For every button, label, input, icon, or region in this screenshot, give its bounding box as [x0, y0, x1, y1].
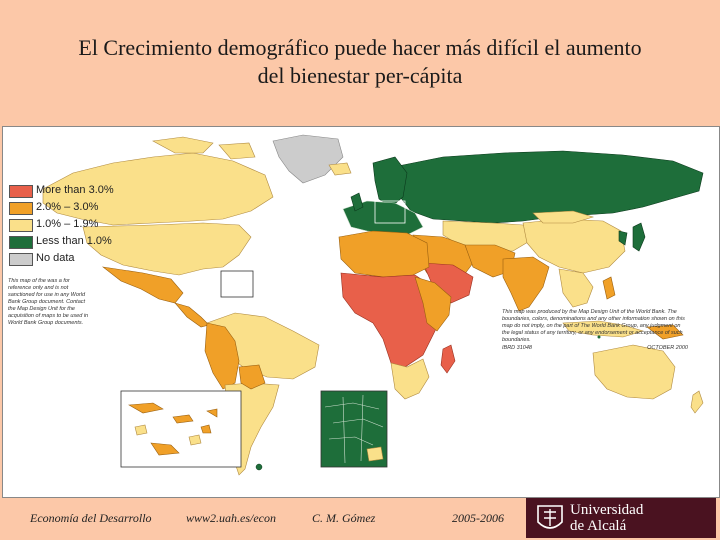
western-europe [342, 200, 424, 236]
scandinavia [372, 156, 408, 208]
madagascar [440, 344, 456, 374]
papua [646, 324, 684, 340]
central-america [174, 302, 210, 328]
legend-item: 1.0% – 1.9% [9, 217, 139, 234]
falklands [255, 463, 263, 471]
footer-years: 2005-2006 [452, 511, 504, 525]
legend-label: 1.0% – 1.9% [36, 218, 99, 230]
new-zealand [690, 390, 704, 414]
greenland [272, 134, 344, 184]
legend-swatch [9, 219, 33, 232]
pacific-island [597, 335, 601, 339]
footer-url[interactable]: www2.uah.es/econ [186, 511, 276, 525]
paraguay-bolivia [238, 364, 266, 390]
legend-swatch [9, 253, 33, 266]
university-crest-icon [537, 505, 563, 529]
map-disclaimer-left: This map of the was a for reference only… [8, 278, 89, 326]
china [522, 218, 626, 274]
mongolia [532, 210, 595, 224]
indonesia [562, 320, 645, 338]
map-disclaimer-right: This map was produced by the Map Design … [502, 309, 685, 343]
korea [618, 230, 628, 246]
southern-africa [390, 358, 430, 400]
title-line-2: del bienestar per-cápita [257, 63, 463, 88]
north-africa [338, 230, 430, 278]
map-code: IBRD 31048 [502, 345, 532, 351]
caribbean-islands [128, 402, 218, 456]
canada [42, 152, 274, 226]
legend-label: Less than 1.0% [36, 235, 112, 247]
russia [392, 150, 704, 224]
legend-label: No data [36, 252, 75, 264]
australia [592, 344, 676, 400]
east-africa [414, 276, 452, 332]
map-date: OCTOBER 2000 [647, 345, 688, 351]
world-map-svg [42, 134, 704, 476]
legend-swatch [9, 236, 33, 249]
europe-inset-marker [374, 200, 406, 224]
japan [632, 222, 646, 252]
arctic-islands [152, 136, 256, 160]
logo-line-2: de Alcalá [570, 518, 627, 534]
university-name: Universidad de Alcalá [570, 502, 643, 534]
slide-title: El Crecimiento demográfico puede hacer m… [20, 34, 700, 90]
map-legend: More than 3.0% 2.0% – 3.0% 1.0% – 1.9% L… [9, 183, 139, 268]
andean-countries [204, 322, 240, 390]
india [502, 256, 550, 312]
uk [350, 192, 364, 212]
central-asia [442, 220, 534, 252]
legend-label: 2.0% – 3.0% [36, 201, 99, 213]
sub-saharan-africa [340, 272, 444, 368]
europe-inset-yellow [366, 446, 384, 462]
title-line-1: El Crecimiento demográfico puede hacer m… [78, 35, 642, 60]
legend-swatch [9, 202, 33, 215]
legend-item: 2.0% – 3.0% [9, 200, 139, 217]
footer-author: C. M. Gómez [312, 511, 376, 525]
caribbean-islands-yellow [134, 424, 202, 446]
caribbean-inset-marker [220, 270, 254, 298]
university-logo: Universidad de Alcalá [526, 498, 716, 538]
legend-item: No data [9, 251, 139, 268]
footer-course: Economía del Desarrollo [30, 511, 152, 525]
legend-item: More than 3.0% [9, 183, 139, 200]
world-map [2, 126, 720, 498]
usa [82, 222, 252, 276]
southeast-asia [558, 268, 594, 308]
legend-item: Less than 1.0% [9, 234, 139, 251]
map-reference: IBRD 31048 OCTOBER 2000 [502, 345, 688, 351]
legend-label: More than 3.0% [36, 184, 114, 196]
legend-swatch [9, 185, 33, 198]
iceland [328, 162, 352, 176]
logo-line-1: Universidad [570, 502, 644, 518]
europe-inset-borders [324, 394, 384, 464]
philippines [602, 276, 616, 300]
